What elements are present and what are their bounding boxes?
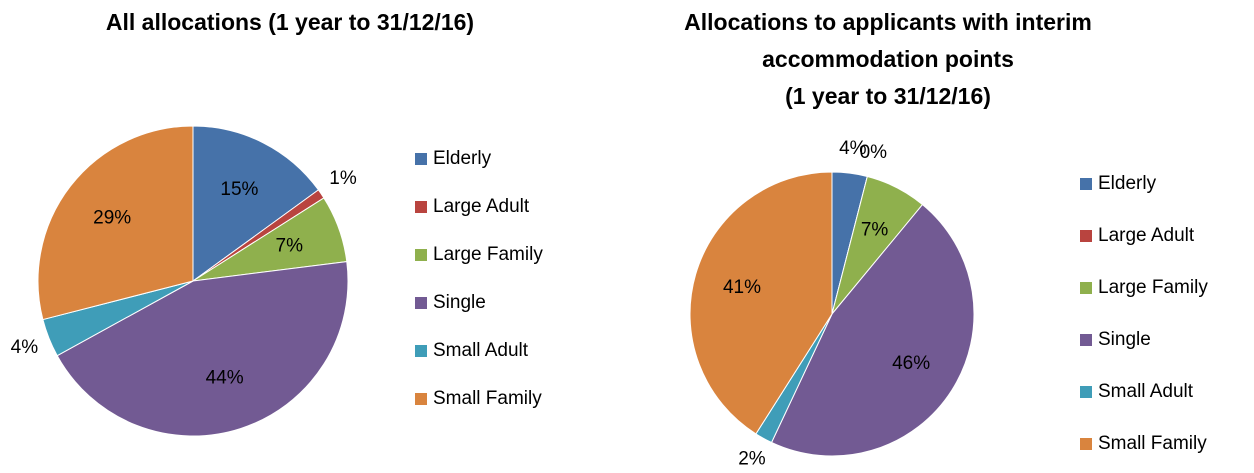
legend-swatch	[415, 393, 427, 405]
legend-swatch	[1080, 282, 1092, 294]
data-label: 29%	[93, 207, 131, 228]
legend-label: Small Family	[433, 388, 542, 409]
data-label: 7%	[276, 235, 304, 256]
legend-label: Elderly	[433, 148, 492, 169]
pie-slice	[37, 125, 194, 321]
legend-swatch	[415, 297, 427, 309]
data-label: 1%	[329, 168, 357, 189]
legend-swatch	[1080, 178, 1092, 190]
chart-title: accommodation points	[762, 46, 1014, 72]
legend-swatch	[1080, 438, 1092, 450]
legend-label: Single	[1098, 329, 1151, 350]
legend-label: Elderly	[1098, 173, 1157, 194]
data-label: 7%	[861, 220, 889, 241]
legend-label: Large Family	[1098, 277, 1208, 298]
pie-slice	[770, 203, 975, 457]
pie-slice	[56, 261, 349, 437]
data-label: 0%	[860, 142, 888, 163]
data-label: 4%	[11, 337, 39, 358]
data-label: 2%	[738, 449, 766, 470]
legend-label: Small Adult	[433, 340, 529, 361]
legend-swatch	[1080, 230, 1092, 242]
legend-label: Small Adult	[1098, 381, 1194, 402]
legend-swatch	[415, 249, 427, 261]
legend-swatch	[415, 345, 427, 357]
chart-title: Allocations to applicants with interim	[684, 9, 1092, 35]
legend-swatch	[415, 153, 427, 165]
legend-swatch	[1080, 334, 1092, 346]
legend-swatch	[415, 201, 427, 213]
legend-label: Large Family	[433, 244, 543, 265]
data-label: 44%	[206, 367, 244, 388]
data-label: 15%	[220, 179, 258, 200]
data-label: 4%	[839, 138, 867, 159]
pie-slice	[192, 125, 320, 282]
chart-title: All allocations (1 year to 31/12/16)	[106, 9, 474, 35]
legend-swatch	[1080, 386, 1092, 398]
legend-label: Single	[433, 292, 486, 313]
data-label: 41%	[723, 277, 761, 298]
data-label: 46%	[892, 353, 930, 374]
legend-label: Large Adult	[433, 196, 530, 217]
pie-slice	[689, 171, 833, 435]
legend-label: Large Adult	[1098, 225, 1195, 246]
chart-title: (1 year to 31/12/16)	[785, 83, 991, 109]
legend-label: Small Family	[1098, 433, 1207, 454]
